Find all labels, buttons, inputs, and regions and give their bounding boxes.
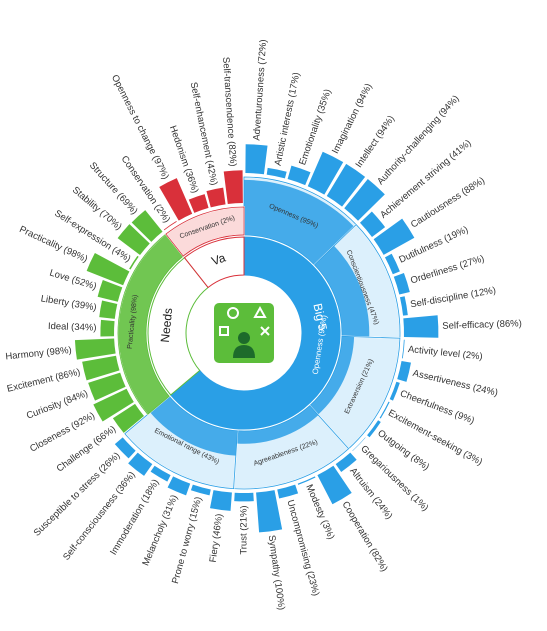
segment-fill	[314, 245, 370, 338]
facet-bar	[117, 224, 150, 255]
facet-bar	[100, 319, 115, 337]
facet-bar	[163, 221, 177, 231]
facet-bar	[399, 296, 408, 316]
group-ring	[169, 236, 341, 430]
facet-bar	[307, 151, 344, 195]
facet-label: Fiery (46%)	[208, 513, 225, 563]
facet-bar	[277, 484, 299, 499]
facet-bar	[234, 492, 254, 502]
facet-bar	[131, 210, 163, 242]
facet-label: Authority-challenging (94%)	[375, 93, 461, 187]
facet-bar	[159, 178, 193, 221]
facet-bar	[86, 252, 130, 286]
facet-label: Orderliness (27%)	[409, 253, 485, 286]
facet-label: Assertiveness (24%)	[412, 368, 499, 399]
icon-x	[260, 326, 270, 336]
facet-bar	[344, 178, 385, 221]
segment-fill	[244, 179, 355, 265]
facet-bar	[397, 360, 411, 382]
facet-bar	[112, 403, 144, 433]
facet-bar	[188, 194, 209, 213]
facet-bar	[297, 476, 316, 485]
facet-label: Gregariousness (1%)	[358, 443, 430, 513]
facet-label: Trust (21%)	[239, 505, 250, 554]
facet-label: Artistic interests (17%)	[273, 71, 303, 166]
facet-label: Self-transcendence (82%)	[220, 57, 238, 167]
facet-label: Ideal (34%)	[48, 321, 97, 334]
facet-label: Activity level (2%)	[407, 344, 483, 362]
group-label: Needs	[158, 307, 175, 343]
segment-fill	[150, 396, 238, 456]
facet-bar	[223, 170, 243, 205]
facet-bar	[206, 187, 226, 208]
facet-bar	[403, 315, 439, 338]
facet-bar	[373, 218, 415, 255]
facet-bar	[367, 420, 381, 438]
facet-label: Achievement striving (41%)	[378, 138, 473, 221]
segment-fill	[309, 336, 355, 415]
facet-bar	[256, 490, 283, 533]
facet-label: Sympathy (100%)	[266, 534, 287, 610]
facet-bar	[129, 255, 139, 270]
facet-label: Excitement (86%)	[6, 367, 81, 395]
icon-circle	[227, 307, 239, 319]
facet-bar	[389, 381, 400, 401]
facet-bar	[317, 465, 352, 505]
facet-bar	[167, 476, 191, 496]
facet-bar	[150, 465, 171, 482]
facet-label: Openness to change (97%)	[109, 73, 171, 181]
facet-bar	[352, 437, 366, 452]
facet-bar	[401, 339, 405, 359]
group-label: Va	[210, 250, 228, 268]
facet-label: Self-efficacy (86%)	[442, 318, 522, 332]
facet-label: Self-discipline (12%)	[410, 285, 497, 310]
icon-triangle	[253, 305, 267, 318]
facet-bar	[326, 163, 366, 207]
facet-bar	[287, 165, 311, 186]
facet-bar	[190, 484, 211, 496]
facet-bar	[128, 452, 153, 476]
facet-label: Harmony (98%)	[5, 345, 72, 363]
facet-bar	[393, 273, 410, 295]
facet-bar	[359, 211, 386, 237]
facet-bar	[82, 355, 120, 381]
facet-bar	[99, 300, 118, 319]
segment-outline	[124, 395, 238, 490]
icon-square	[219, 326, 229, 336]
facet-bar	[245, 144, 268, 175]
icon-body	[233, 345, 255, 358]
facet-bar	[209, 490, 232, 511]
center-icon	[188, 277, 300, 389]
facet-label: Self-consciousness (36%)	[61, 470, 138, 563]
segment-fill	[118, 234, 184, 414]
facet-bar	[88, 372, 126, 401]
facet-bar	[114, 437, 136, 459]
icon-head	[238, 332, 250, 344]
facet-bar	[74, 338, 116, 360]
group-ring	[183, 236, 245, 289]
facet-bar	[335, 452, 357, 472]
facet-bar	[93, 388, 134, 422]
facet-bar	[266, 167, 287, 179]
facet-bar	[384, 253, 400, 275]
facet-bar	[97, 280, 123, 302]
facet-bar	[379, 401, 390, 419]
facet-label: Liberty (39%)	[40, 293, 98, 313]
group-label: Big 5	[310, 302, 329, 332]
segment-outline	[165, 206, 245, 257]
facet-label: Adventurousness (72%)	[251, 39, 269, 141]
